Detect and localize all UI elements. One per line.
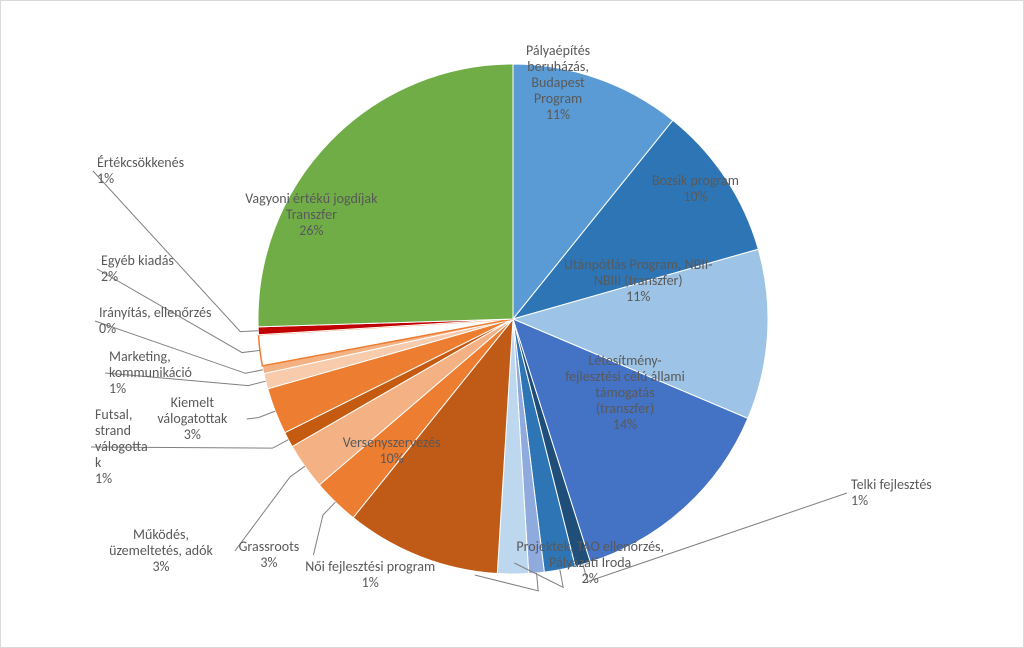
pie-label-utanpotlas: Utánpótlás Program, NBII- NBIII (transzf… xyxy=(564,257,713,305)
pie-label-egyeb: Egyéb kiadás 2% xyxy=(101,253,174,285)
pie-label-telki: Telki fejlesztés 1% xyxy=(851,477,932,509)
pie-label-grassroots: Grassroots 3% xyxy=(239,539,300,571)
pie-label-iranyitas: Irányítás, ellenőrzés 0% xyxy=(99,305,211,337)
pie-label-noi: Női fejlesztési program 1% xyxy=(305,559,435,591)
pie-label-futsal: Futsal, strand válogotta k 1% xyxy=(95,407,148,487)
pie-label-palyaepites: Pályaépítés beruházás, Budapest Program … xyxy=(526,43,590,123)
pie-label-kiemelt: Kiemelt válogatottak 3% xyxy=(157,395,227,443)
pie-label-ertekcsokk: Értékcsökkenés 1% xyxy=(97,155,184,187)
pie-label-projektek: Projektek, TAO ellenőrzés, Pályázati Iro… xyxy=(516,539,664,587)
pie-label-bozsik: Bozsik program 10% xyxy=(652,173,739,205)
leader-grassroots xyxy=(313,502,335,555)
leader-kiemelt xyxy=(247,411,276,419)
pie-label-verseny: Versenyszervezés 10% xyxy=(343,435,441,467)
pie-chart: Pályaépítés beruházás, Budapest Program … xyxy=(0,0,1024,648)
pie-label-marketing: Marketing, kommunikáció 1% xyxy=(109,349,192,397)
pie-label-mukodes: Működés, üzemeltetés, adók 3% xyxy=(109,527,213,575)
pie-label-vagyoni: Vagyoni értékű jogdíjak Transzfer 26% xyxy=(245,191,377,239)
pie-label-letesitmeny: Létesítmény- fejlesztési célú állami tám… xyxy=(565,353,685,433)
